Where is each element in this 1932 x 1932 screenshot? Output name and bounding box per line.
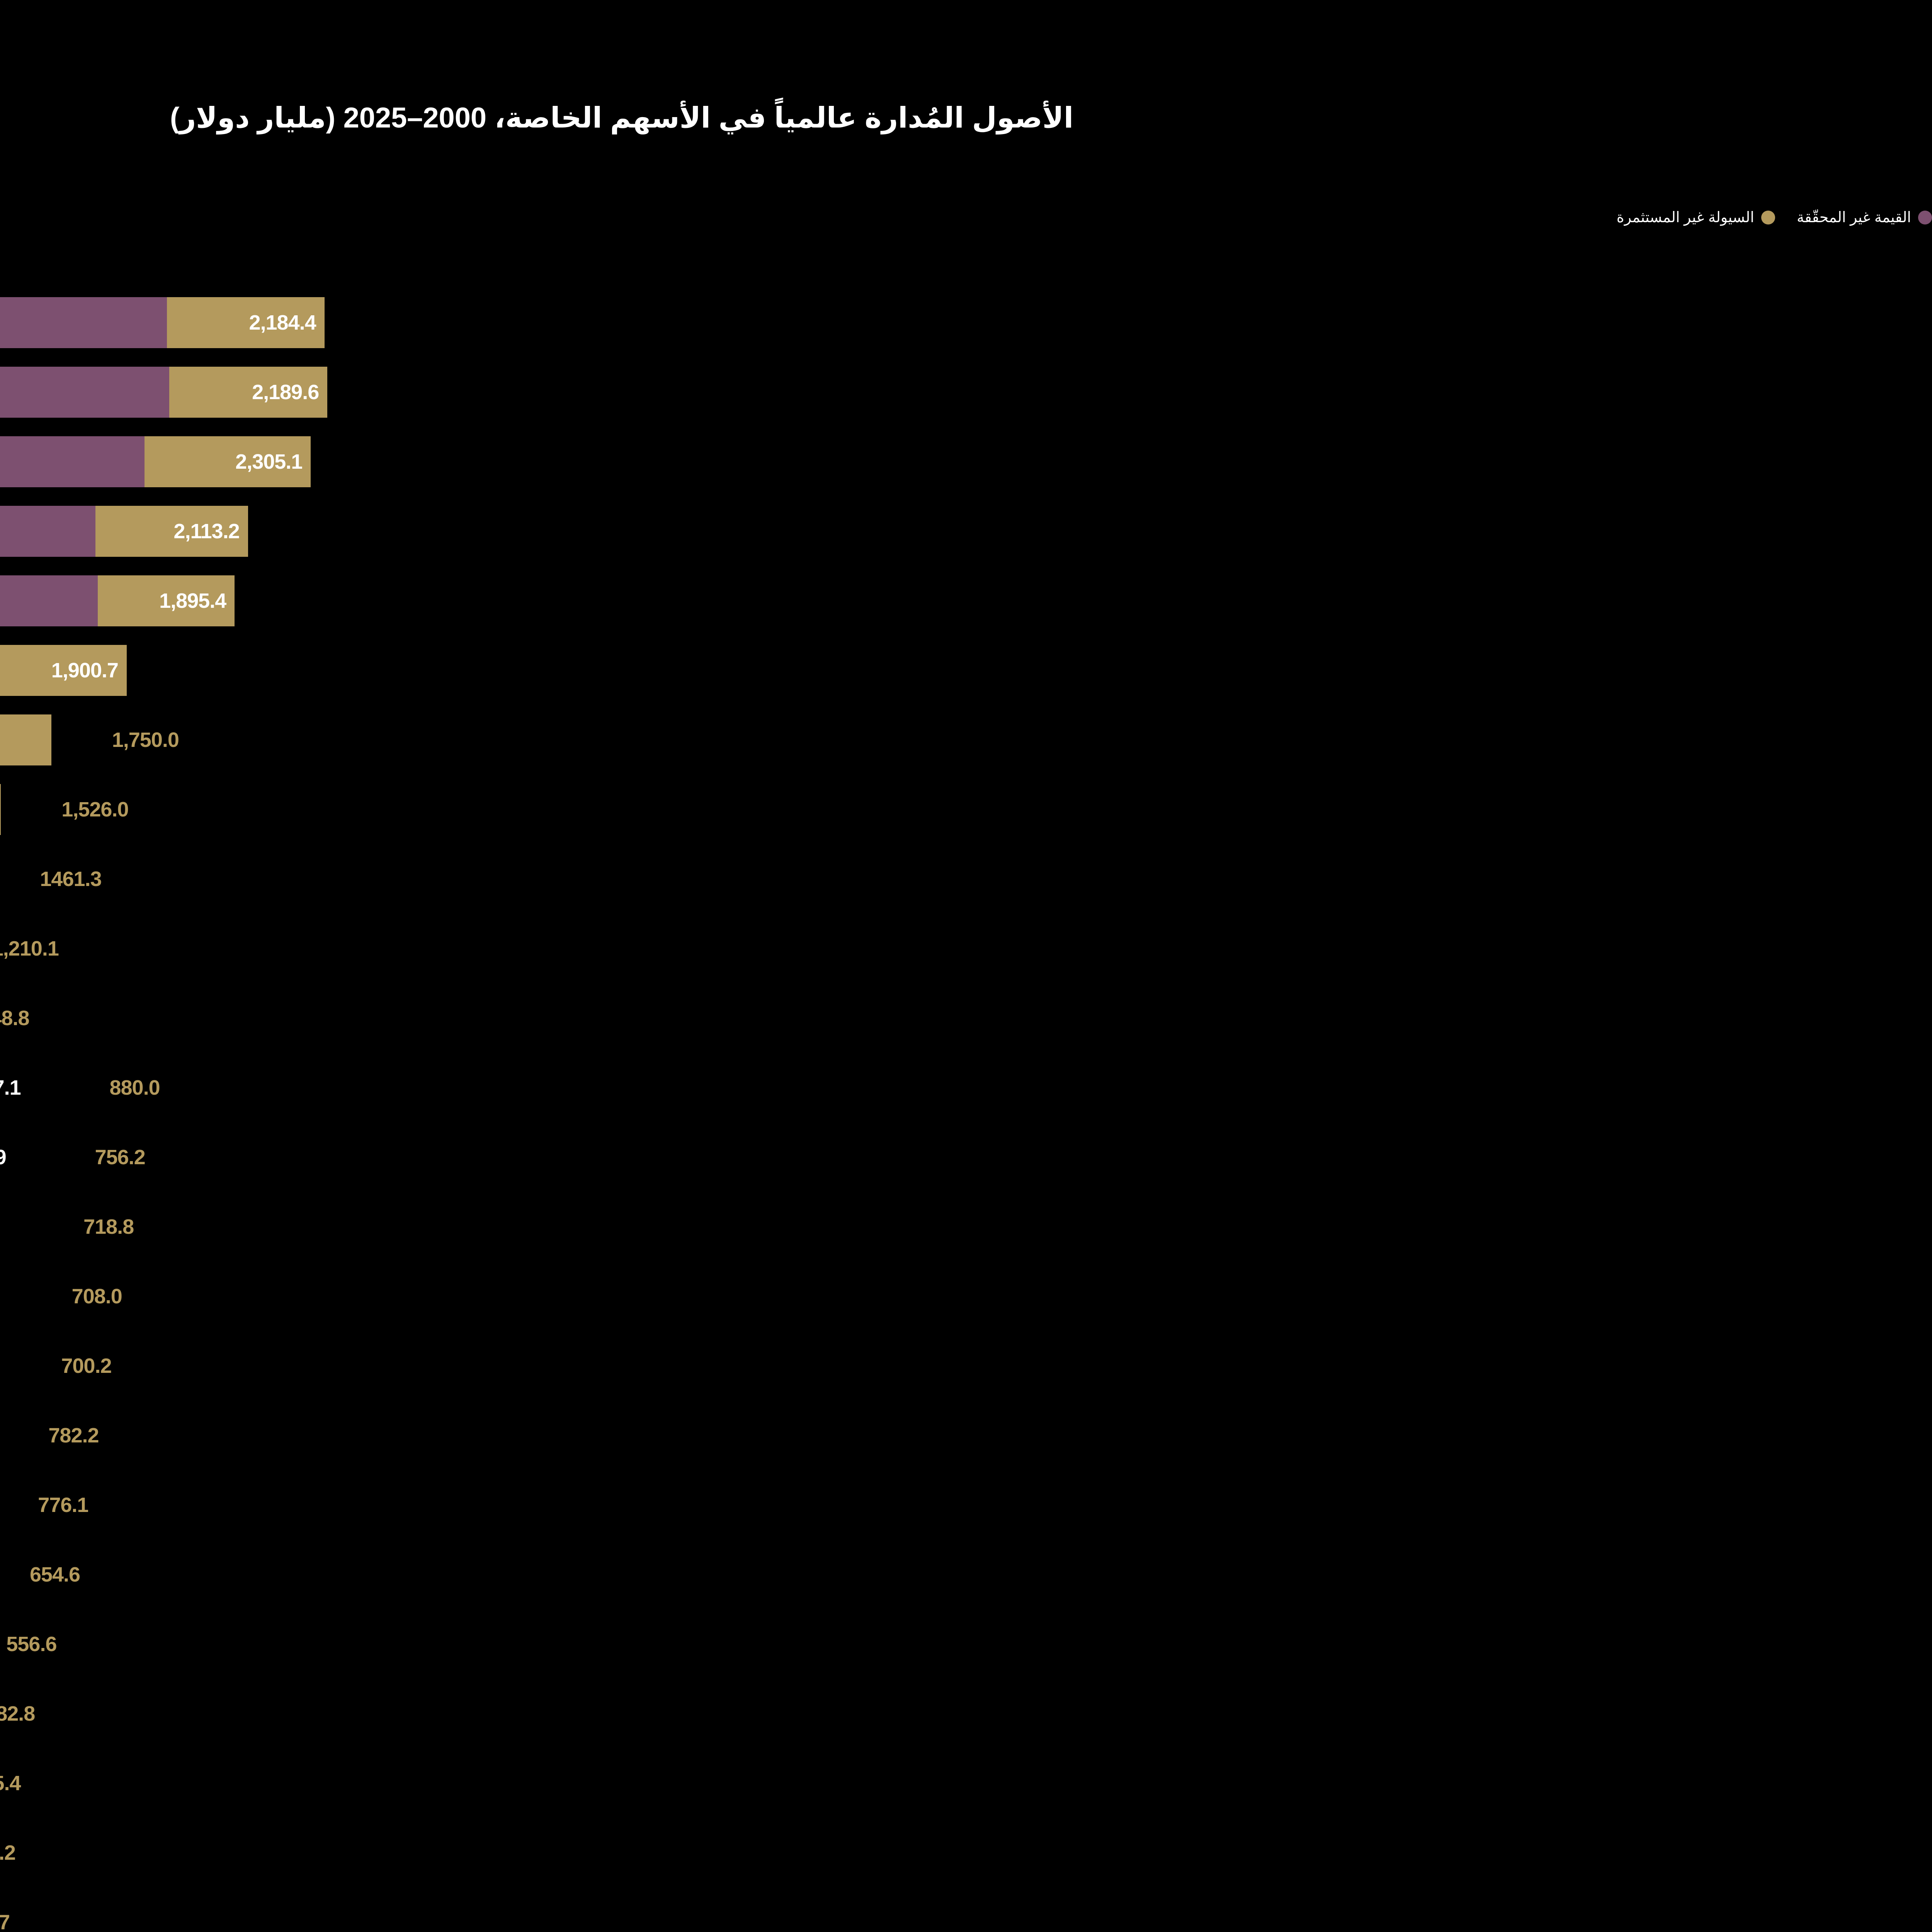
bar-segment-unrealized-value[interactable]: 6,100.6: [0, 436, 145, 487]
bar-segment-dry-powder[interactable]: 2,305.1: [144, 436, 311, 487]
bar-value-label-dry-powder: 756.2: [95, 1146, 146, 1169]
bar-value-label-dry-powder: 295.4: [0, 1772, 21, 1795]
bar-outside-value-labels: 856.4654.6: [0, 1549, 80, 1600]
bar-segment-unrealized-value[interactable]: 5,454.7: [0, 575, 98, 626]
bar-segment-unrealized-value[interactable]: 6,410.4: [0, 297, 167, 348]
chart-plot-area: 2025*6,410.42,184.420246,446.02,189.6202…: [0, 288, 1932, 1932]
bar-segment-dry-powder[interactable]: 2,184.4: [167, 297, 325, 348]
bar-value-label-unrealized-value: 1,657.9: [0, 1146, 7, 1169]
bar-outside-value-labels: 1,385.2708.0: [0, 1271, 122, 1322]
bar-rows-container: 2025*6,410.42,184.420246,446.02,189.6202…: [0, 288, 1932, 1932]
bar-row: 20225,420.92,113.2: [0, 497, 1932, 566]
bar-outside-value-labels: 1461.3: [0, 854, 102, 905]
bar-segment-dry-powder[interactable]: 2,113.2: [95, 506, 248, 557]
bar-outside-value-labels: 1,657.9 756.2: [0, 1132, 146, 1183]
bar-value-label-dry-powder: 556.6: [6, 1633, 57, 1656]
bar-row: 2005502.6382.8: [0, 1679, 1932, 1748]
bar-value-label-dry-powder: 2,305.1: [235, 450, 303, 473]
legend-swatch-gold-icon: [1761, 210, 1775, 224]
bar-row: 20203,953.31,900.7: [0, 636, 1932, 705]
bar-outside-value-labels: 948.8: [0, 993, 30, 1044]
bar-outside-value-labels: 629.8556.6: [0, 1619, 57, 1670]
stacked-bar[interactable]: 5,454.7 1,895.4: [0, 575, 235, 626]
bar-row: 2003330.2285.2: [0, 1818, 1932, 1888]
bar-row: 20161,933.71,210.1: [0, 914, 1932, 983]
bar-row: 20172,274.91461.3: [0, 844, 1932, 914]
bar-value-label-dry-powder: 277.7: [0, 1911, 10, 1932]
bar-outside-value-labels: 1,737.1 880.0: [0, 1062, 160, 1113]
legend-label-dry-powder: السيولة غير المستثمرة: [1616, 209, 1754, 226]
chart-legend: القيمة غير المحقّقة السيولة غير المستثمر…: [1617, 209, 1932, 226]
bar-row: 20246,446.02,189.6: [0, 357, 1932, 427]
legend-item-dry-powder[interactable]: السيولة غير المستثمرة: [1617, 209, 1775, 226]
bar-value-label-dry-powder: 1,750.0: [112, 728, 179, 752]
bar-segment-dry-powder[interactable]: [0, 714, 51, 765]
bar-value-label-dry-powder: 708.0: [71, 1285, 122, 1308]
bar-segment-unrealized-value[interactable]: 6,446.0: [0, 367, 170, 418]
bar-row: 20215,454.71,895.4: [0, 566, 1932, 636]
bar-row: 20101,246.8700.2: [0, 1331, 1932, 1401]
stacked-bar[interactable]: 6,410.4 2,184.4: [0, 297, 325, 348]
stacked-bar[interactable]: 5,420.9 2,113.2: [0, 506, 248, 557]
bar-value-label-dry-powder: 700.2: [61, 1354, 112, 1378]
bar-value-label-dry-powder: 718.8: [83, 1215, 134, 1238]
bar-row: 2004392.9295.4: [0, 1748, 1932, 1818]
bar-value-label-dry-powder: 654.6: [29, 1563, 80, 1586]
bar-outside-value-labels: 1,210.1: [0, 923, 59, 974]
stacked-bar[interactable]: 3,953.31,900.7: [0, 645, 127, 696]
bar-row: 20193,059.31,750.0: [0, 705, 1932, 775]
bar-outside-value-labels: 330.2285.2: [0, 1827, 16, 1878]
legend-label-unrealized-value: القيمة غير المحقّقة: [1796, 209, 1911, 226]
stacked-bar[interactable]: 6,100.6 2,305.1: [0, 436, 311, 487]
bar-value-label-dry-powder: 1461.3: [40, 867, 102, 891]
bar-row: 2007856.4654.6: [0, 1540, 1932, 1609]
bar-value-label-dry-powder: 382.8: [0, 1702, 35, 1725]
legend-item-unrealized-value[interactable]: القيمة غير المحقّقة: [1797, 209, 1932, 226]
bar-segment-dry-powder[interactable]: 1,895.4: [98, 575, 235, 626]
legend-swatch-purple-icon: [1918, 210, 1932, 224]
stacked-bar[interactable]: 3,059.3: [0, 714, 51, 765]
bar-outside-value-labels: 502.6382.8: [0, 1688, 35, 1739]
bar-segment-dry-powder[interactable]: 1,900.7: [0, 645, 127, 696]
bar-segment-dry-powder[interactable]: [0, 784, 1, 835]
bar-value-label-dry-powder: 948.8: [0, 1007, 30, 1030]
bar-value-label-dry-powder: 2,189.6: [252, 381, 319, 404]
stacked-bar[interactable]: 6,446.0 2,189.6: [0, 367, 328, 418]
bar-row: 20236,100.62,305.1: [0, 427, 1932, 497]
bar-segment-dry-powder[interactable]: 2,189.6: [169, 367, 328, 418]
page-title: الأصول المُدارة عالمياً في الأسهم الخاصة…: [170, 102, 1074, 134]
bar-row: 2025*6,410.42,184.4: [0, 288, 1932, 357]
bar-outside-value-labels: 1,246.8700.2: [0, 1340, 112, 1391]
bar-row: 2006629.8556.6: [0, 1609, 1932, 1679]
bar-row: 20151,786.0948.8: [0, 983, 1932, 1053]
bar-value-label-dry-powder: 2,184.4: [249, 311, 316, 334]
bar-row: 20111,385.2708.0: [0, 1262, 1932, 1331]
bar-value-label-dry-powder: 776.1: [38, 1493, 88, 1517]
bar-value-label-dry-powder: 2,113.2: [173, 520, 240, 543]
bar-value-label-unrealized-value: 1,737.1: [0, 1076, 21, 1099]
bar-value-label-dry-powder: 1,895.4: [159, 589, 226, 612]
stacked-bar[interactable]: 2,584.7: [0, 784, 1, 835]
bar-outside-value-labels: 1,526.0: [12, 784, 129, 835]
bar-row: 20182,584.71,526.0: [0, 775, 1932, 844]
bar-value-label-dry-powder: 285.2: [0, 1841, 16, 1864]
bar-segment-unrealized-value[interactable]: 5,420.9: [0, 506, 96, 557]
bar-value-label-dry-powder: 1,900.7: [51, 659, 119, 682]
bar-value-label-dry-powder: 880.0: [109, 1076, 160, 1099]
bar-row: 2002258.1277.7: [0, 1888, 1932, 1932]
bar-outside-value-labels: 258.1277.7: [0, 1897, 10, 1932]
bar-value-label-dry-powder: 1,210.1: [0, 937, 59, 960]
bar-outside-value-labels: 392.9295.4: [0, 1758, 21, 1809]
bar-value-label-dry-powder: 782.2: [48, 1424, 99, 1447]
bar-value-label-dry-powder: 1,526.0: [61, 798, 129, 821]
bar-outside-value-labels: 1,750.0: [63, 714, 179, 765]
